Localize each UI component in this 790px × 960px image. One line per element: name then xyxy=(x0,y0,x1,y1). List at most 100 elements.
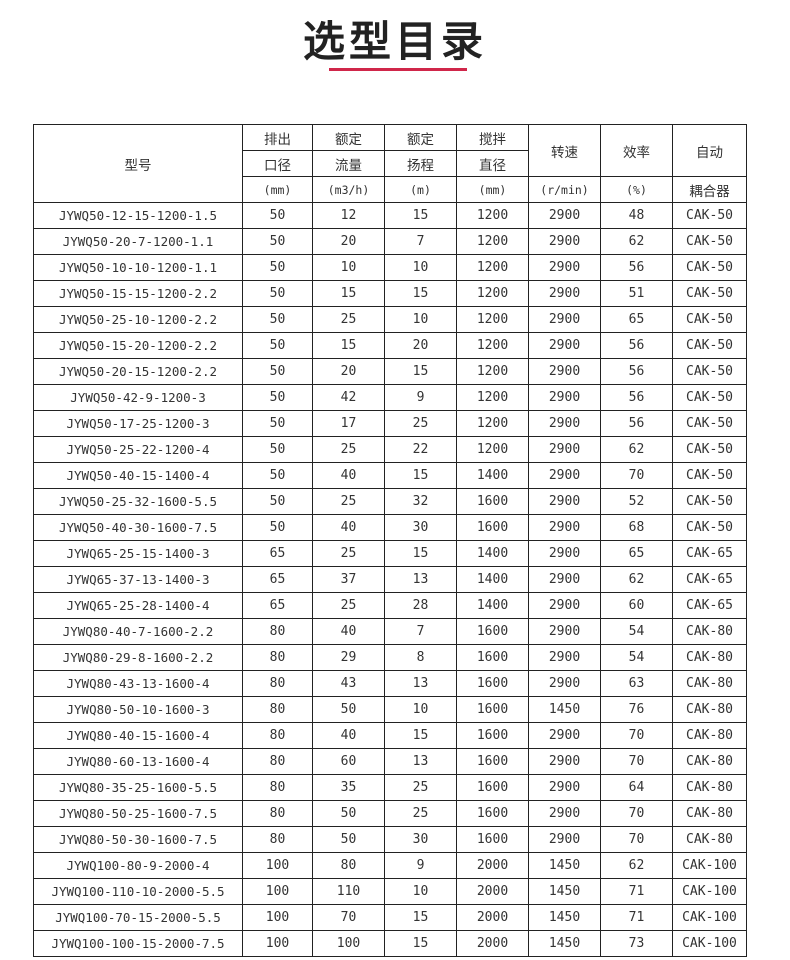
cell-model: JYWQ100-110-10-2000-5.5 xyxy=(33,878,243,905)
cell-head: 30 xyxy=(384,514,457,541)
cell-model: JYWQ80-40-7-1600-2.2 xyxy=(33,618,243,645)
cell-model: JYWQ50-42-9-1200-3 xyxy=(33,384,243,411)
cell-head: 9 xyxy=(384,384,457,411)
table-row: JYWQ65-25-28-1400-4 65 25 28 1400 2900 60 CAK-6… xyxy=(33,592,747,619)
cell-coupler: CAK-100 xyxy=(672,930,747,957)
cell-stir-diameter: 1400 xyxy=(456,566,529,593)
cell-coupler: CAK-50 xyxy=(672,306,747,333)
cell-efficiency: 70 xyxy=(600,800,673,827)
cell-head: 13 xyxy=(384,670,457,697)
cell-efficiency: 56 xyxy=(600,384,673,411)
table-row: JYWQ80-50-10-1600-3 80 50 10 1600 1450 76 CAK-8… xyxy=(33,696,747,723)
table-row: JYWQ100-100-15-2000-7.5 100 100 15 2000 1450 7… xyxy=(33,930,747,957)
cell-stir-diameter: 1600 xyxy=(456,696,529,723)
cell-outlet: 50 xyxy=(242,358,313,385)
header-coupler-2: 耦合器 xyxy=(672,176,747,203)
cell-efficiency: 64 xyxy=(600,774,673,801)
table-row: JYWQ50-17-25-1200-3 50 17 25 1200 2900 56 CAK-5… xyxy=(33,410,747,437)
cell-outlet: 100 xyxy=(242,930,313,957)
cell-flow: 37 xyxy=(312,566,385,593)
header-coupler: 自动 xyxy=(672,124,747,177)
cell-model: JYWQ80-50-30-1600-7.5 xyxy=(33,826,243,853)
cell-stir-diameter: 1200 xyxy=(456,332,529,359)
cell-stir-diameter: 1600 xyxy=(456,748,529,775)
table-row: JYWQ50-25-32-1600-5.5 50 25 32 1600 2900 52 CAK… xyxy=(33,488,747,515)
cell-model: JYWQ50-10-10-1200-1.1 xyxy=(33,254,243,281)
cell-head: 13 xyxy=(384,748,457,775)
cell-stir-diameter: 1200 xyxy=(456,202,529,229)
cell-head: 10 xyxy=(384,306,457,333)
cell-head: 10 xyxy=(384,696,457,723)
cell-stir-diameter: 1200 xyxy=(456,358,529,385)
cell-speed: 2900 xyxy=(528,644,601,671)
cell-model: JYWQ80-35-25-1600-5.5 xyxy=(33,774,243,801)
cell-outlet: 50 xyxy=(242,254,313,281)
cell-stir-diameter: 1600 xyxy=(456,488,529,515)
cell-outlet: 50 xyxy=(242,202,313,229)
cell-stir-diameter: 1600 xyxy=(456,722,529,749)
cell-outlet: 65 xyxy=(242,592,313,619)
cell-head: 10 xyxy=(384,254,457,281)
cell-outlet: 80 xyxy=(242,748,313,775)
cell-coupler: CAK-65 xyxy=(672,540,747,567)
cell-coupler: CAK-100 xyxy=(672,878,747,905)
cell-model: JYWQ80-60-13-1600-4 xyxy=(33,748,243,775)
cell-head: 22 xyxy=(384,436,457,463)
table-row: JYWQ65-25-15-1400-3 65 25 15 1400 2900 65 CAK-6… xyxy=(33,540,747,567)
cell-flow: 29 xyxy=(312,644,385,671)
cell-stir-diameter: 1200 xyxy=(456,410,529,437)
cell-stir-diameter: 1600 xyxy=(456,774,529,801)
cell-coupler: CAK-65 xyxy=(672,592,747,619)
cell-model: JYWQ50-25-22-1200-4 xyxy=(33,436,243,463)
cell-speed: 1450 xyxy=(528,878,601,905)
cell-model: JYWQ50-25-32-1600-5.5 xyxy=(33,488,243,515)
cell-model: JYWQ50-25-10-1200-2.2 xyxy=(33,306,243,333)
cell-coupler: CAK-100 xyxy=(672,852,747,879)
cell-stir-diameter: 1600 xyxy=(456,826,529,853)
cell-speed: 2900 xyxy=(528,202,601,229)
cell-flow: 25 xyxy=(312,436,385,463)
cell-coupler: CAK-50 xyxy=(672,384,747,411)
cell-flow: 40 xyxy=(312,722,385,749)
cell-coupler: CAK-50 xyxy=(672,488,747,515)
cell-speed: 2900 xyxy=(528,462,601,489)
cell-head: 15 xyxy=(384,358,457,385)
cell-stir-diameter: 1200 xyxy=(456,254,529,281)
cell-flow: 35 xyxy=(312,774,385,801)
cell-flow: 50 xyxy=(312,696,385,723)
table-row: JYWQ50-40-30-1600-7.5 50 40 30 1600 2900 68 CAK… xyxy=(33,514,747,541)
table-row: JYWQ100-70-15-2000-5.5 100 70 15 2000 1450 71 C… xyxy=(33,904,747,931)
cell-outlet: 100 xyxy=(242,852,313,879)
cell-efficiency: 56 xyxy=(600,332,673,359)
cell-model: JYWQ65-25-28-1400-4 xyxy=(33,592,243,619)
cell-efficiency: 62 xyxy=(600,436,673,463)
cell-stir-diameter: 1400 xyxy=(456,540,529,567)
table-row: JYWQ65-37-13-1400-3 65 37 13 1400 2900 62 CAK-6… xyxy=(33,566,747,593)
cell-flow: 25 xyxy=(312,306,385,333)
cell-outlet: 80 xyxy=(242,826,313,853)
cell-flow: 25 xyxy=(312,540,385,567)
cell-efficiency: 51 xyxy=(600,280,673,307)
header-efficiency: 效率 xyxy=(600,124,673,177)
cell-outlet: 50 xyxy=(242,384,313,411)
cell-head: 25 xyxy=(384,774,457,801)
cell-outlet: 80 xyxy=(242,774,313,801)
cell-model: JYWQ50-20-7-1200-1.1 xyxy=(33,228,243,255)
cell-speed: 2900 xyxy=(528,774,601,801)
title-underline xyxy=(329,68,467,71)
cell-outlet: 80 xyxy=(242,644,313,671)
cell-outlet: 50 xyxy=(242,410,313,437)
cell-head: 20 xyxy=(384,332,457,359)
cell-efficiency: 71 xyxy=(600,904,673,931)
cell-coupler: CAK-50 xyxy=(672,462,747,489)
cell-outlet: 100 xyxy=(242,878,313,905)
table-row: JYWQ50-15-20-1200-2.2 50 15 20 1200 2900 56 CAK… xyxy=(33,332,747,359)
cell-efficiency: 52 xyxy=(600,488,673,515)
cell-efficiency: 76 xyxy=(600,696,673,723)
cell-stir-diameter: 1200 xyxy=(456,280,529,307)
cell-coupler: CAK-80 xyxy=(672,644,747,671)
cell-coupler: CAK-80 xyxy=(672,696,747,723)
cell-outlet: 50 xyxy=(242,436,313,463)
cell-speed: 2900 xyxy=(528,384,601,411)
cell-efficiency: 56 xyxy=(600,410,673,437)
